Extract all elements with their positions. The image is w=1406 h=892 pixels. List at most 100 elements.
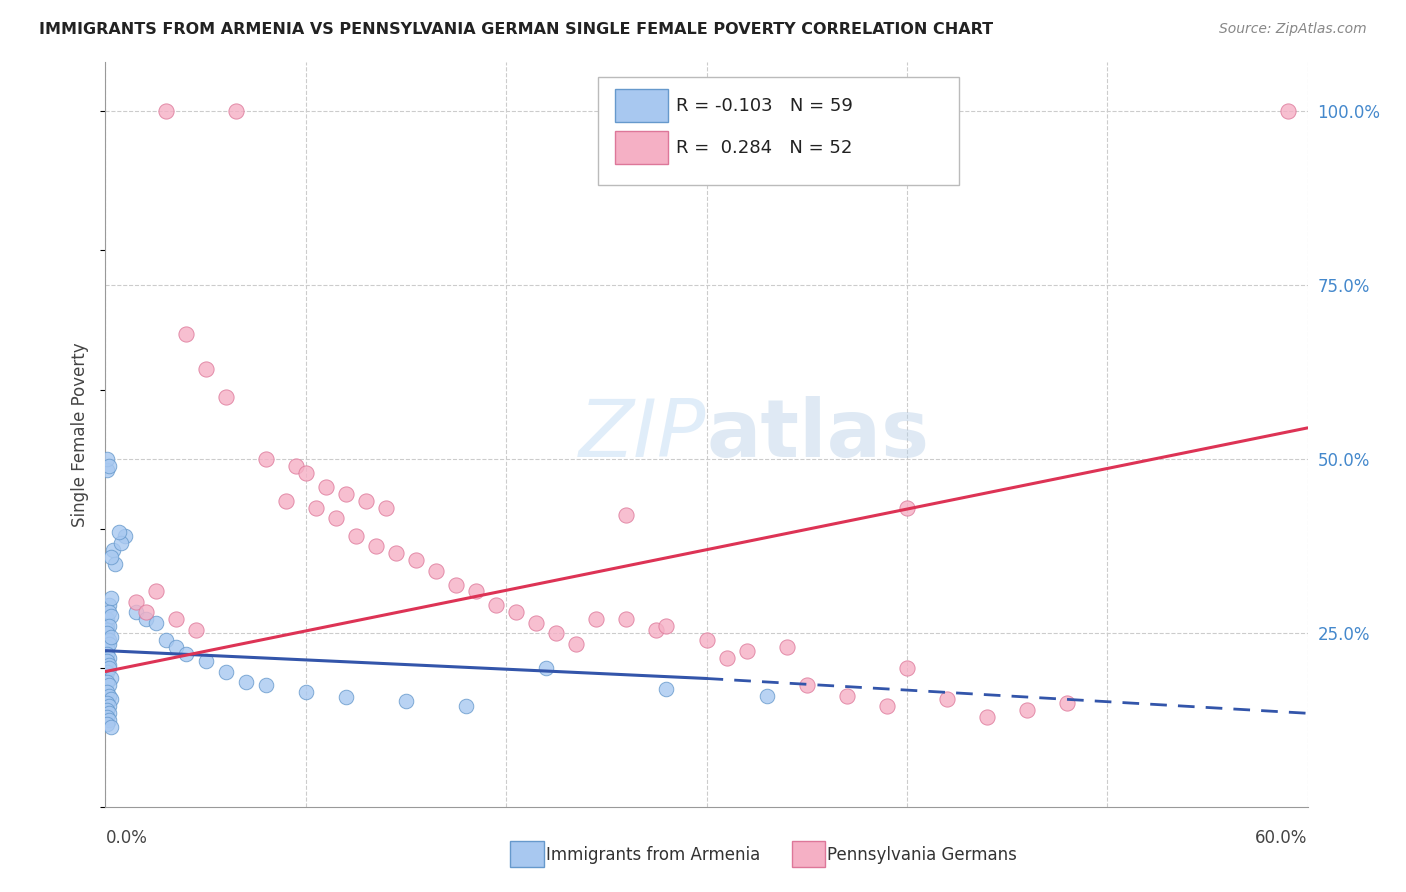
Point (505, 605, 527, 619)
Point (194, 654, 217, 668)
Point (165, 612, 187, 626)
Point (645, 623, 668, 637)
Point (96, 716, 118, 731)
Point (354, 494, 377, 508)
Point (315, 480, 337, 494)
Point (735, 643, 758, 657)
Point (534, 661, 557, 675)
Point (254, 678, 277, 692)
Point (214, 665, 236, 679)
FancyBboxPatch shape (599, 78, 959, 186)
Point (124, 595, 146, 609)
Point (96, 647, 118, 661)
Point (96, 654, 118, 668)
Point (98, 633, 121, 648)
Point (96, 612, 118, 626)
Point (325, 511, 347, 525)
Point (96, 703, 118, 717)
Point (835, 689, 858, 703)
Point (655, 681, 678, 696)
Point (96, 623, 118, 637)
Point (295, 685, 318, 699)
Point (98, 619, 121, 633)
Point (108, 525, 131, 540)
Point (225, 104, 247, 119)
Point (546, 626, 568, 640)
FancyBboxPatch shape (616, 131, 668, 164)
Point (214, 390, 236, 404)
Point (98, 678, 121, 692)
Point (876, 699, 898, 714)
Point (98, 605, 121, 619)
Point (305, 500, 328, 515)
Point (444, 577, 467, 591)
Text: R = -0.103   N = 59: R = -0.103 N = 59 (676, 96, 853, 115)
Point (716, 650, 738, 665)
Point (104, 557, 127, 571)
FancyBboxPatch shape (616, 89, 668, 122)
Point (174, 647, 197, 661)
Point (655, 619, 678, 633)
Point (585, 612, 607, 626)
Point (274, 494, 297, 508)
Point (98, 459, 121, 474)
Point (344, 529, 367, 543)
Text: R =  0.284   N = 52: R = 0.284 N = 52 (676, 139, 853, 157)
Point (896, 500, 918, 515)
Text: IMMIGRANTS FROM ARMENIA VS PENNSYLVANIA GERMAN SINGLE FEMALE POVERTY CORRELATION: IMMIGRANTS FROM ARMENIA VS PENNSYLVANIA … (39, 22, 994, 37)
Point (364, 539, 387, 553)
Point (565, 637, 588, 651)
Point (98, 599, 121, 613)
Point (174, 326, 197, 341)
Point (896, 661, 918, 675)
Point (96, 626, 118, 640)
Point (100, 591, 122, 606)
Point (98, 689, 121, 703)
Point (145, 615, 167, 630)
Point (295, 466, 318, 480)
Text: atlas: atlas (707, 396, 929, 474)
Point (96, 665, 118, 679)
Point (524, 615, 547, 630)
Point (98, 706, 121, 721)
Text: 60.0%: 60.0% (1256, 829, 1308, 847)
Point (254, 452, 277, 467)
Point (98, 637, 121, 651)
Point (96, 640, 118, 655)
Point (96, 452, 118, 467)
Point (96, 696, 118, 710)
Point (98, 713, 121, 727)
Point (465, 584, 488, 599)
Point (96, 710, 118, 724)
Point (776, 640, 799, 655)
Point (98, 699, 121, 714)
Point (103, 542, 125, 557)
Point (284, 459, 307, 474)
Text: Pennsylvania Germans: Pennsylvania Germans (827, 846, 1017, 863)
Point (235, 675, 257, 690)
Point (110, 535, 132, 549)
Point (100, 630, 122, 644)
Point (194, 361, 217, 376)
Point (616, 508, 638, 522)
Point (976, 710, 998, 724)
Text: Source: ZipAtlas.com: Source: ZipAtlas.com (1219, 22, 1367, 37)
Point (395, 694, 418, 708)
Point (96, 675, 118, 690)
Point (454, 699, 477, 714)
Y-axis label: Single Female Poverty: Single Female Poverty (72, 343, 90, 527)
Point (98, 650, 121, 665)
Point (114, 529, 136, 543)
Point (1277, 104, 1299, 119)
Point (616, 612, 638, 626)
Point (425, 564, 447, 578)
Point (135, 612, 157, 626)
Point (96, 619, 118, 633)
Point (155, 104, 177, 119)
Point (100, 692, 122, 706)
Point (145, 584, 167, 599)
Point (124, 605, 146, 619)
Point (335, 487, 357, 501)
Point (936, 692, 959, 706)
Point (485, 599, 508, 613)
